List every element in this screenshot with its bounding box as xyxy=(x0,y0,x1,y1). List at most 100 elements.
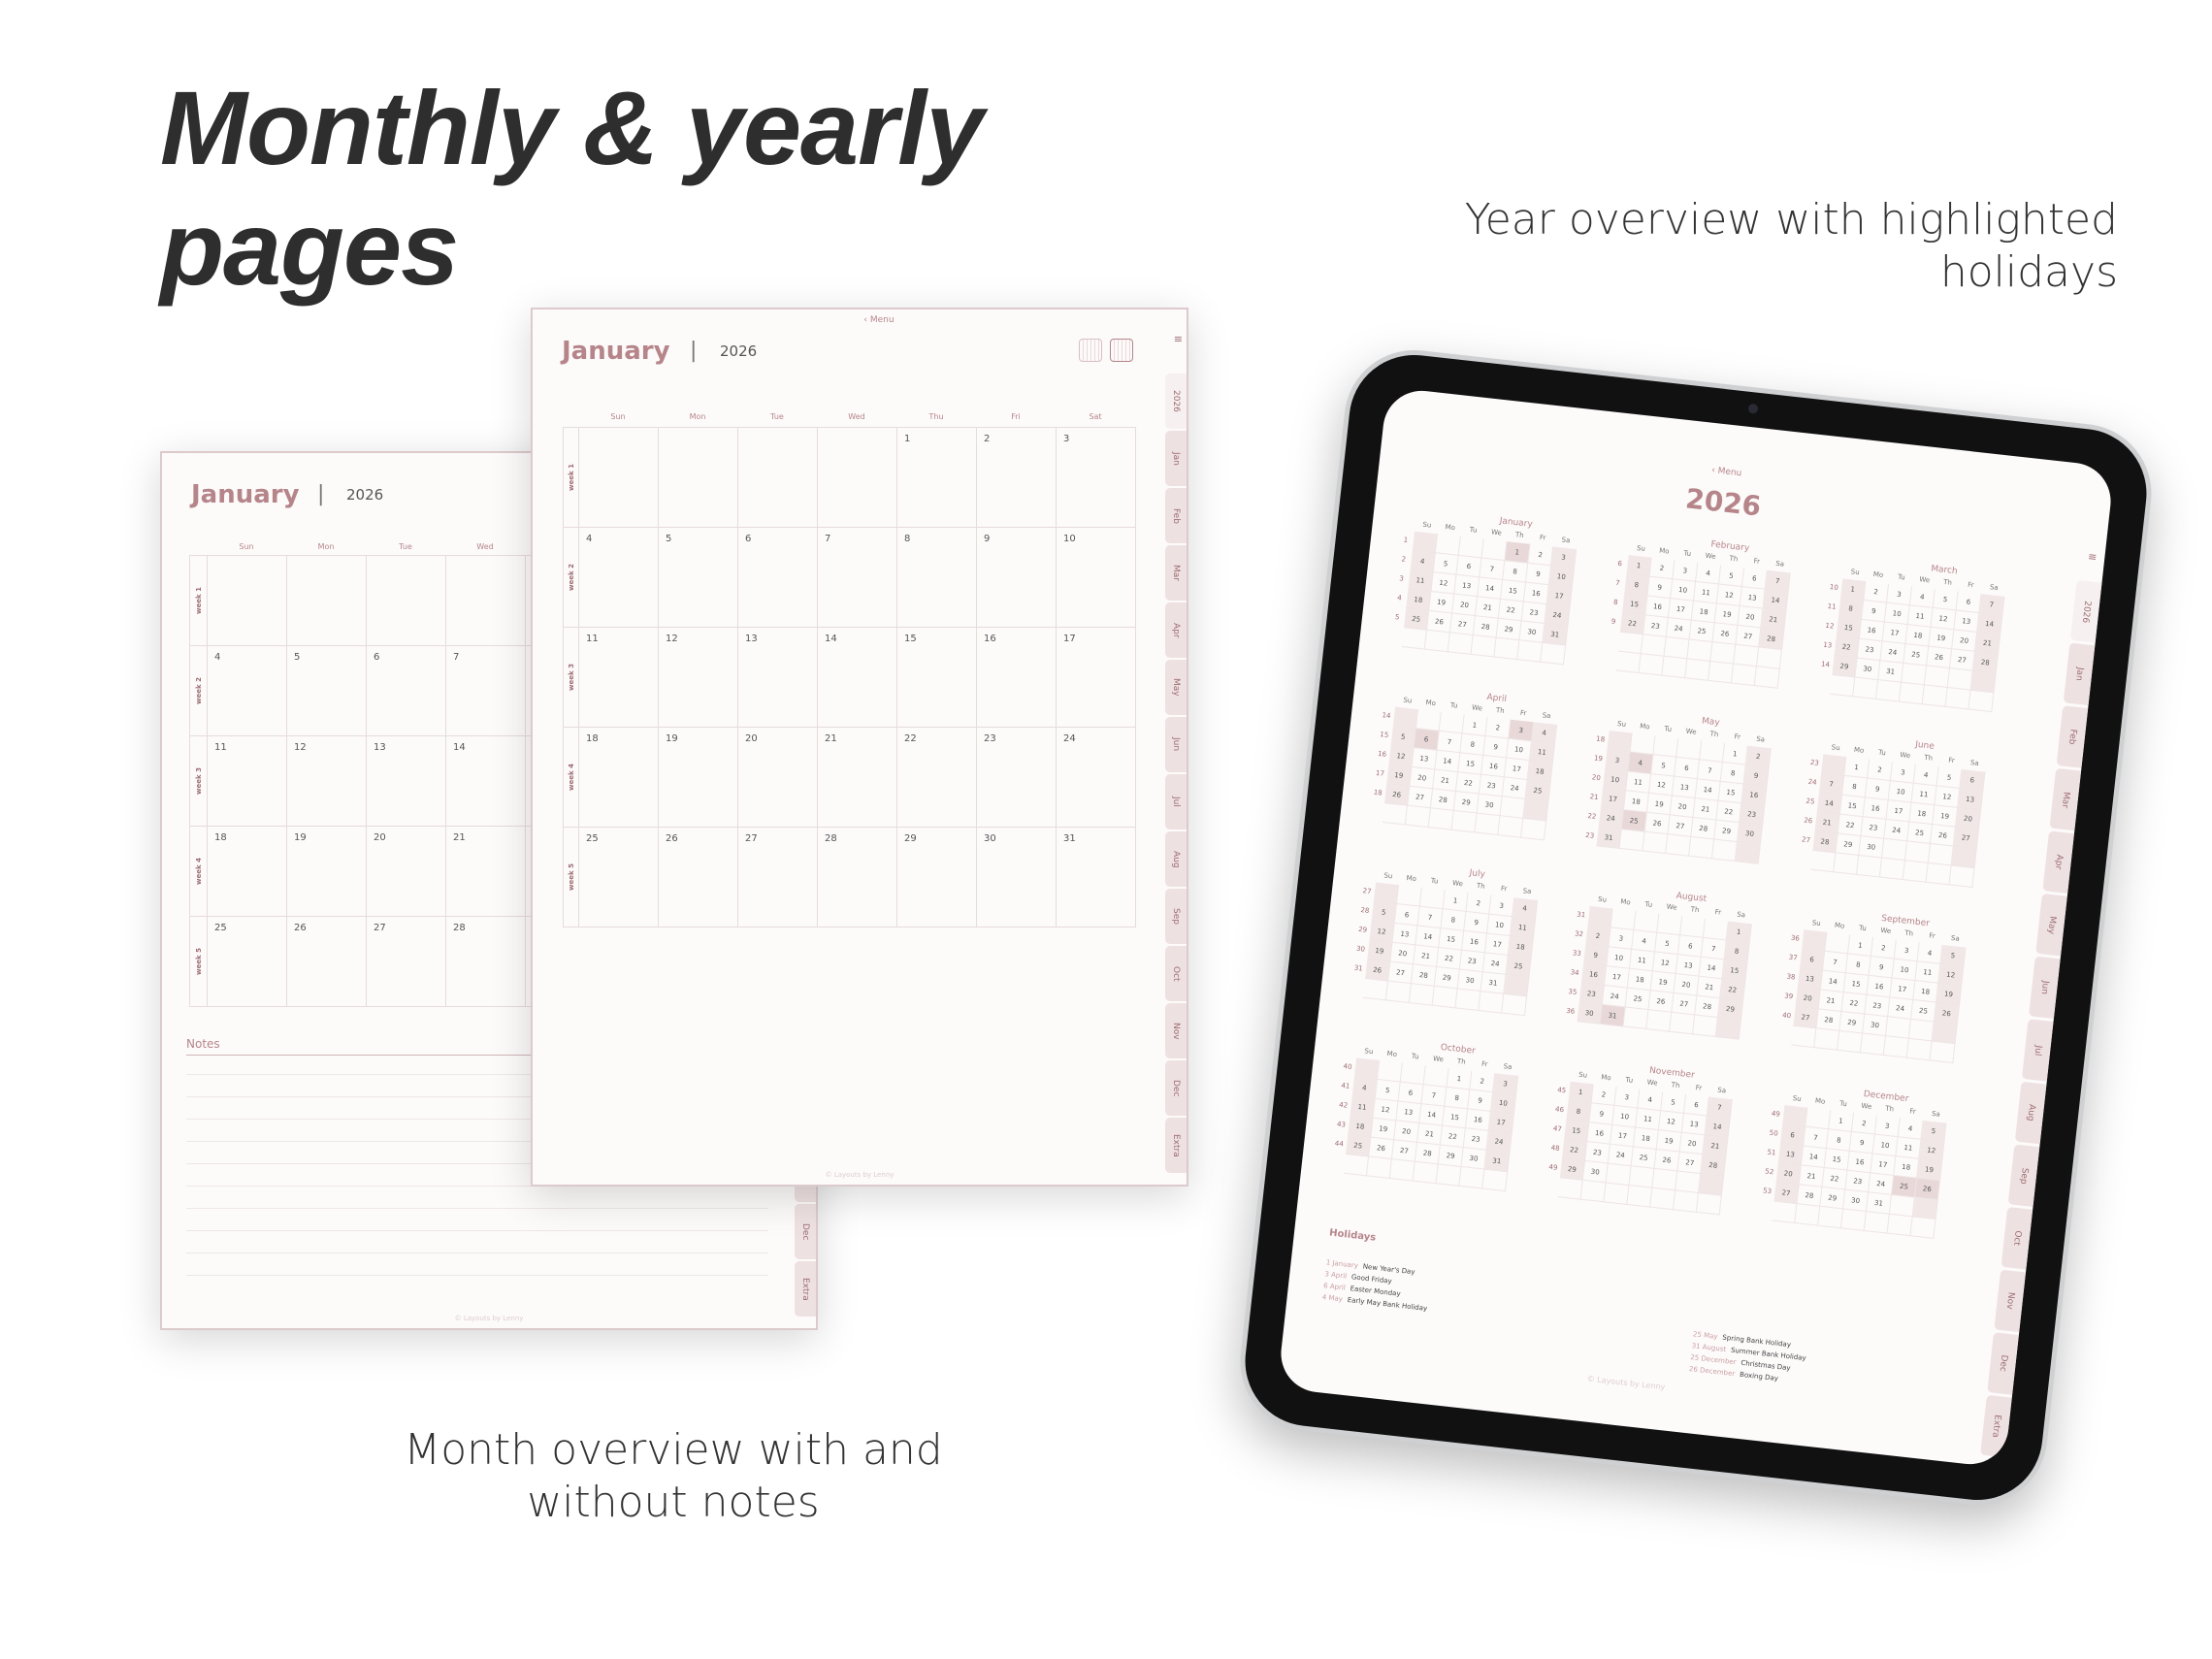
day-cell[interactable] xyxy=(1856,856,1882,878)
holiday-day-cell[interactable]: 25 xyxy=(1891,1175,1918,1198)
day-cell[interactable]: 13 xyxy=(1454,574,1480,598)
tab-oct[interactable]: Oct xyxy=(2001,1207,2033,1270)
day-cell[interactable]: 22 xyxy=(1822,1168,1848,1190)
day-cell[interactable]: 11 xyxy=(208,736,287,827)
day-cell[interactable] xyxy=(1821,754,1847,776)
day-cell[interactable] xyxy=(1673,1190,1699,1213)
day-cell[interactable] xyxy=(1500,797,1526,819)
day-cell[interactable]: 6 xyxy=(1780,1124,1806,1147)
day-cell[interactable] xyxy=(1389,1159,1415,1182)
tab-apr[interactable]: Apr xyxy=(1165,602,1187,658)
note-line[interactable] xyxy=(186,1230,768,1231)
day-cell[interactable]: 30 xyxy=(1737,823,1763,845)
day-cell[interactable]: 27 xyxy=(1672,992,1698,1016)
day-cell[interactable]: 14 xyxy=(818,628,897,728)
tab-dec[interactable]: Dec xyxy=(1987,1332,2019,1395)
day-cell[interactable]: 3 xyxy=(1614,1087,1641,1109)
day-cell[interactable]: 30 xyxy=(977,828,1057,927)
day-cell[interactable]: 6 xyxy=(1956,591,1982,614)
day-cell[interactable] xyxy=(1439,711,1465,734)
day-cell[interactable]: 15 xyxy=(1458,753,1484,775)
note-line[interactable] xyxy=(186,1141,616,1142)
day-cell[interactable]: 22 xyxy=(1716,800,1742,824)
tab-jul[interactable]: Jul xyxy=(2021,1019,2054,1082)
day-cell[interactable]: 19 xyxy=(1367,940,1393,962)
day-cell[interactable]: 9 xyxy=(1865,778,1891,800)
day-cell[interactable] xyxy=(1482,1169,1509,1192)
day-cell[interactable]: 29 xyxy=(1839,1012,1866,1034)
day-cell[interactable] xyxy=(1910,1217,1936,1239)
day-cell[interactable]: 27 xyxy=(1793,1006,1819,1029)
day-cell[interactable]: 15 xyxy=(1839,795,1866,818)
day-cell[interactable]: 14 xyxy=(1415,926,1442,949)
day-cell[interactable]: 11 xyxy=(1629,949,1655,972)
holiday-day-cell[interactable]: 6 xyxy=(1414,729,1440,751)
tab-sep[interactable]: Sep xyxy=(2007,1144,2040,1207)
day-cell[interactable] xyxy=(1664,636,1690,660)
day-cell[interactable]: 7 xyxy=(446,646,526,736)
day-cell[interactable] xyxy=(1899,682,1925,705)
day-cell[interactable] xyxy=(287,556,367,646)
day-cell[interactable] xyxy=(367,556,446,646)
day-cell[interactable]: 16 xyxy=(1867,975,1893,998)
day-cell[interactable]: 29 xyxy=(897,828,977,927)
day-cell[interactable]: 10 xyxy=(1548,566,1575,588)
day-cell[interactable] xyxy=(1617,632,1643,655)
day-cell[interactable]: 28 xyxy=(1816,1009,1842,1031)
day-cell[interactable]: 22 xyxy=(1619,612,1645,635)
day-cell[interactable] xyxy=(1906,1038,1933,1061)
day-cell[interactable]: 5 xyxy=(1936,766,1963,790)
day-cell[interactable]: 2 xyxy=(1851,1113,1877,1135)
day-cell[interactable]: 22 xyxy=(1562,1139,1588,1161)
tab-aug[interactable]: Aug xyxy=(1165,831,1187,887)
day-cell[interactable] xyxy=(1517,640,1544,663)
day-cell[interactable] xyxy=(1557,1178,1583,1200)
tab-aug[interactable]: Aug xyxy=(2014,1081,2047,1145)
day-cell[interactable]: 23 xyxy=(1463,1128,1489,1151)
day-cell[interactable]: 8 xyxy=(1445,1087,1471,1110)
day-cell[interactable]: 20 xyxy=(1952,630,1978,652)
day-cell[interactable]: 25 xyxy=(1689,620,1715,643)
day-cell[interactable] xyxy=(1687,639,1713,663)
day-cell[interactable]: 17 xyxy=(1886,799,1912,823)
day-cell[interactable]: 31 xyxy=(1057,828,1136,927)
day-cell[interactable]: 19 xyxy=(1936,983,1963,1006)
tab-extra[interactable]: Extra xyxy=(1165,1118,1187,1173)
note-line[interactable] xyxy=(186,1119,616,1120)
day-cell[interactable] xyxy=(1912,1197,1938,1220)
day-cell[interactable]: 7 xyxy=(1819,773,1845,796)
day-cell[interactable] xyxy=(1881,838,1908,862)
day-cell[interactable]: 7 xyxy=(1979,594,2005,616)
day-cell[interactable]: 19 xyxy=(1656,1130,1682,1153)
day-cell[interactable]: 25 xyxy=(1910,1000,1936,1023)
day-cell[interactable] xyxy=(1653,735,1679,758)
note-line[interactable] xyxy=(186,1275,768,1276)
day-cell[interactable]: 30 xyxy=(1461,1148,1487,1170)
day-cell[interactable] xyxy=(1419,887,1446,910)
day-cell[interactable]: 4 xyxy=(1638,1089,1664,1112)
day-cell[interactable]: 19 xyxy=(1371,1118,1397,1141)
day-cell[interactable]: 26 xyxy=(1927,646,1953,669)
day-cell[interactable] xyxy=(1685,659,1711,681)
day-cell[interactable]: 8 xyxy=(1624,573,1650,597)
holiday-day-cell[interactable]: 31 xyxy=(1600,1004,1626,1027)
day-cell[interactable]: 17 xyxy=(1504,758,1530,781)
day-cell[interactable] xyxy=(1945,688,1971,710)
note-line[interactable] xyxy=(186,1074,616,1075)
day-cell[interactable]: 20 xyxy=(1955,807,1981,830)
day-cell[interactable]: 14 xyxy=(1435,750,1461,773)
day-cell[interactable]: 3 xyxy=(1550,546,1578,569)
day-cell[interactable]: 10 xyxy=(1057,528,1136,628)
day-cell[interactable] xyxy=(1830,674,1856,698)
day-cell[interactable]: 12 xyxy=(1652,952,1678,975)
day-cell[interactable] xyxy=(1521,818,1547,841)
day-cell[interactable]: 10 xyxy=(1671,579,1697,602)
day-cell[interactable]: 7 xyxy=(1417,906,1444,929)
day-cell[interactable]: 13 xyxy=(1797,967,1823,991)
day-cell[interactable]: 27 xyxy=(1953,827,1979,850)
day-cell[interactable]: 16 xyxy=(1741,784,1768,807)
day-cell[interactable] xyxy=(1396,885,1422,907)
day-cell[interactable] xyxy=(1879,858,1905,881)
day-cell[interactable]: 14 xyxy=(1699,957,1725,980)
day-cell[interactable]: 25 xyxy=(1907,822,1934,845)
